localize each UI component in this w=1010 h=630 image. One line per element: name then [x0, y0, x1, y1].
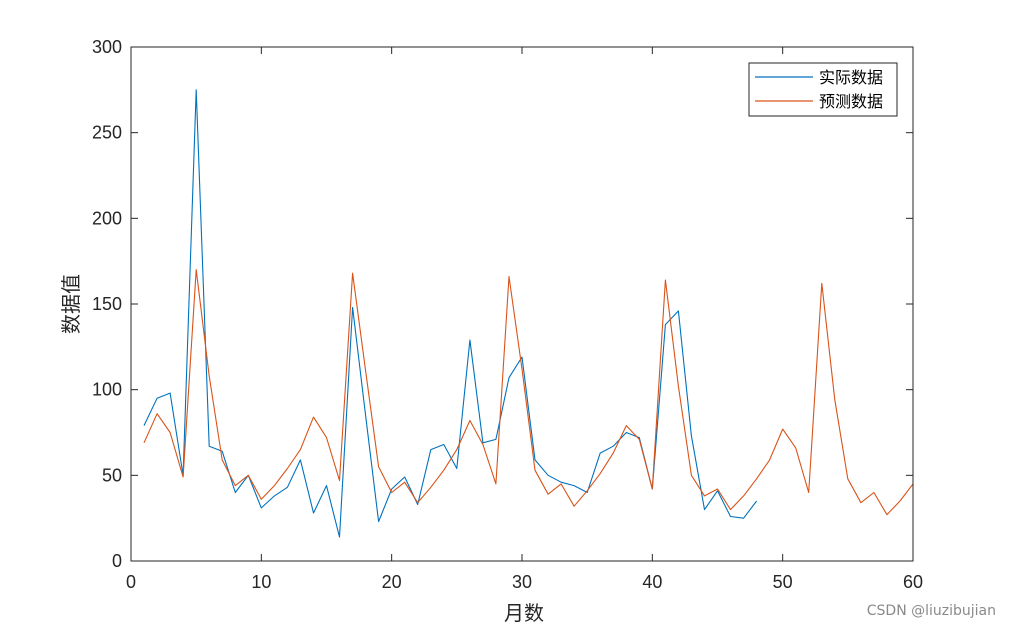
y-tick-label: 100 [92, 380, 122, 400]
plot-area [143, 89, 914, 538]
x-tick-label: 20 [382, 572, 402, 592]
y-axis-title: 数据值 [59, 274, 83, 334]
x-tick-label: 0 [126, 572, 136, 592]
y-tick-label: 250 [92, 123, 122, 143]
x-tick-label: 60 [903, 572, 923, 592]
axes: 0 10 20 30 40 50 60 0 50 100 150 200 250 300 [92, 37, 923, 592]
y-tick-label: 300 [92, 37, 122, 57]
legend-box [748, 62, 898, 117]
y-tick-label: 50 [102, 465, 122, 485]
legend-label: 实际数据 [819, 68, 883, 87]
y-tick-label: 150 [92, 294, 122, 314]
y-tick-label: 0 [112, 551, 122, 571]
x-axis-title: 月数 [504, 601, 544, 625]
x-tick-label: 10 [251, 572, 271, 592]
x-tick-label: 50 [773, 572, 793, 592]
x-tick-label: 40 [642, 572, 662, 592]
y-tick-label: 200 [92, 208, 122, 228]
watermark-text: CSDN @liuzibujian [867, 603, 996, 619]
x-tick-label: 30 [512, 572, 532, 592]
legend-label: 预测数据 [819, 92, 883, 111]
series-line-2 [143, 269, 914, 516]
